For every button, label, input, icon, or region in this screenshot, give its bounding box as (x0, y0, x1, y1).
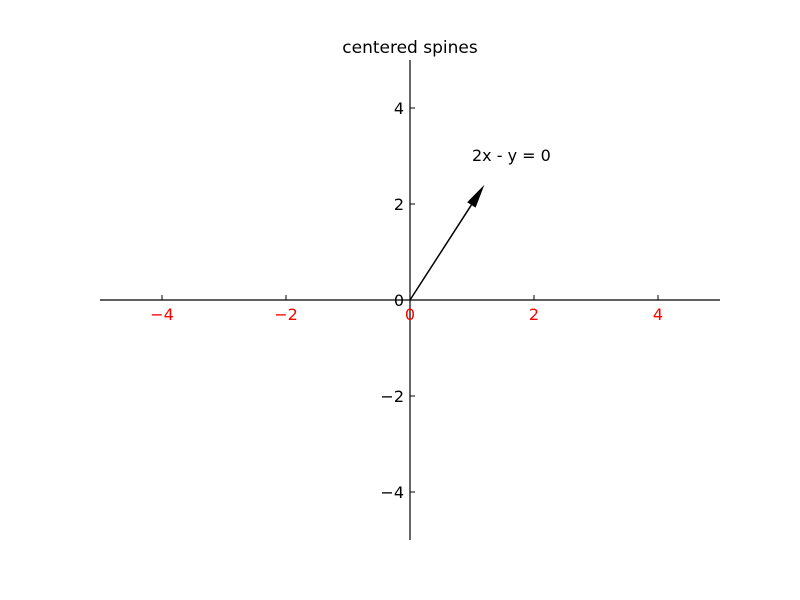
x-tick-label: −2 (274, 305, 298, 324)
x-tick-label: 2 (529, 305, 539, 324)
x-tick-label: 4 (653, 305, 663, 324)
y-tick-label: 2 (394, 195, 404, 214)
y-tick-label: 0 (394, 291, 404, 310)
x-ticks: −4 −2 0 2 4 (150, 295, 663, 324)
x-tick-label: 0 (405, 305, 415, 324)
annotation-arrow (409, 184, 485, 301)
annotation-label: 2x - y = 0 (472, 146, 551, 165)
arrow-head (467, 184, 485, 208)
chart-title: centered spines (342, 38, 478, 58)
x-tick-label: −4 (150, 305, 174, 324)
y-tick-label: −4 (380, 483, 404, 502)
y-tick-label: −2 (380, 387, 404, 406)
arrow-shaft (409, 204, 473, 301)
y-tick-label: 4 (394, 99, 404, 118)
